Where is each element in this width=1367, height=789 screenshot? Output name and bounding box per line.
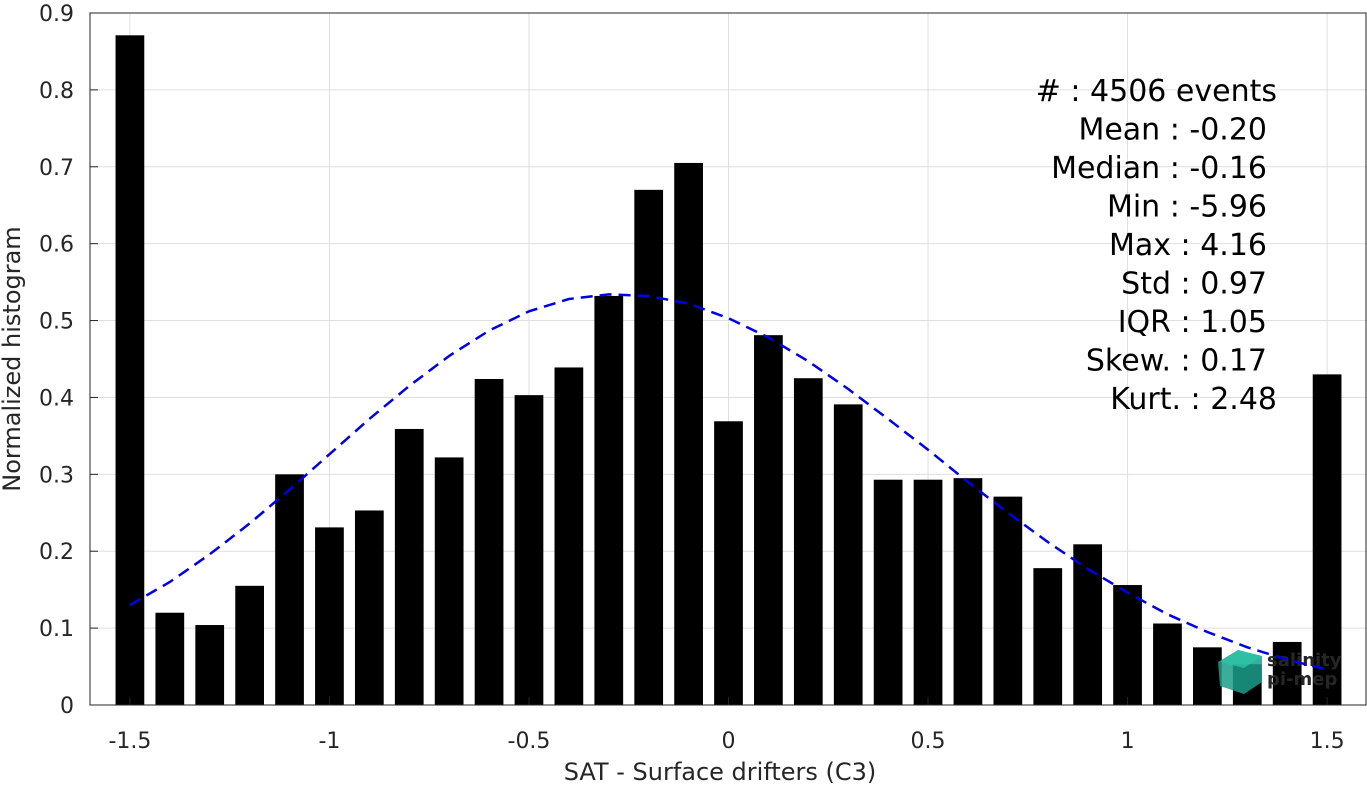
histogram-bar: [833, 404, 863, 705]
histogram-bar: [1113, 585, 1142, 705]
axes: [89, 12, 1367, 706]
y-axis-label: Normalized histogram: [0, 226, 26, 491]
histogram-bar: [474, 378, 504, 705]
x-tick-label: -1.5: [108, 729, 151, 754]
histogram-bar: [674, 162, 703, 705]
histogram-bar: [434, 457, 464, 705]
histogram-bar: [195, 625, 225, 705]
salinity-pi-mep-logo: salinity pi-mep: [1218, 650, 1342, 694]
histogram-bar: [1153, 623, 1182, 705]
y-tick-label: 0.6: [39, 233, 74, 258]
histogram-bar: [115, 35, 145, 705]
histogram-bar: [235, 585, 264, 705]
x-tick-label: 1: [1121, 729, 1135, 754]
histogram-bar: [315, 527, 344, 705]
bars: [115, 35, 1342, 705]
normal-fit-curve: [129, 293, 1328, 671]
histogram-bar: [873, 479, 903, 705]
x-tick-label: -0.5: [508, 729, 551, 754]
stat-line: IQR : 1.05: [1118, 305, 1267, 340]
y-tick-label: 0.9: [39, 2, 74, 27]
histogram-bar: [1312, 374, 1342, 705]
stat-line: Min : -5.96: [1107, 190, 1267, 225]
y-tick-label: 0.7: [39, 156, 74, 181]
histogram-bar: [913, 479, 943, 705]
histogram-bar: [1272, 641, 1302, 705]
stat-line: Skew. : 0.17: [1086, 344, 1267, 379]
tick-labels: 0 0.1 0.2 0.3 0.4 0.5 0.6 0.7 0.8 0.9 -1.5 -1 -0.5 0 0…: [39, 2, 1345, 754]
stat-line: Std : 0.97: [1121, 267, 1267, 302]
logo-line1: salinity: [1267, 650, 1342, 671]
y-tick-label: 0.5: [39, 310, 74, 335]
histogram-bar: [1073, 544, 1103, 705]
x-tick-label: 0.5: [911, 729, 946, 754]
histogram-bar: [993, 496, 1023, 705]
histogram-bar: [754, 335, 783, 705]
histogram-bar: [514, 395, 544, 705]
stat-line: Max : 4.16: [1109, 228, 1267, 263]
stat-line: # : 4506 events: [1036, 74, 1277, 109]
histogram-bar: [394, 428, 424, 705]
y-tick-label: 0.3: [39, 463, 74, 488]
y-tick-label: 0.1: [39, 617, 74, 642]
y-tick-label: 0.8: [39, 79, 74, 104]
histogram-bar: [594, 295, 624, 705]
x-tick-label: -1: [318, 729, 340, 754]
logo-line2: pi-mep: [1267, 669, 1337, 690]
histogram-bar: [354, 510, 384, 705]
histogram-bar: [275, 474, 304, 705]
x-tick-label: 1.5: [1310, 729, 1345, 754]
histogram-bar: [1193, 647, 1222, 705]
histogram-bar: [953, 478, 983, 705]
stat-line: Median : -0.16: [1051, 151, 1267, 186]
histogram-bar: [793, 378, 823, 705]
stat-line: Mean : -0.20: [1078, 113, 1267, 148]
histogram-bar: [634, 189, 664, 705]
fit-curve-line: [129, 293, 1328, 671]
y-tick-label: 0.2: [39, 540, 74, 565]
x-tick-label: 0: [722, 729, 736, 754]
histogram-bar: [714, 421, 743, 705]
stat-line: Kurt. : 2.48: [1110, 382, 1277, 417]
logo-cube-face-icon: [1220, 650, 1262, 668]
histogram-bar: [1033, 568, 1063, 705]
histogram-bar: [155, 612, 185, 705]
y-tick-label: 0.4: [39, 386, 74, 411]
x-axis-label: SAT - Surface drifters (C3): [564, 758, 877, 785]
histogram-bar: [554, 367, 584, 705]
y-tick-label: 0: [60, 694, 74, 719]
